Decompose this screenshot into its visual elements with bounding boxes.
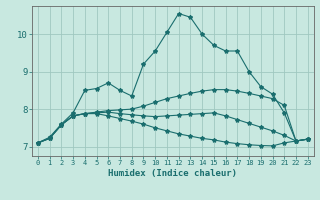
X-axis label: Humidex (Indice chaleur): Humidex (Indice chaleur) bbox=[108, 169, 237, 178]
